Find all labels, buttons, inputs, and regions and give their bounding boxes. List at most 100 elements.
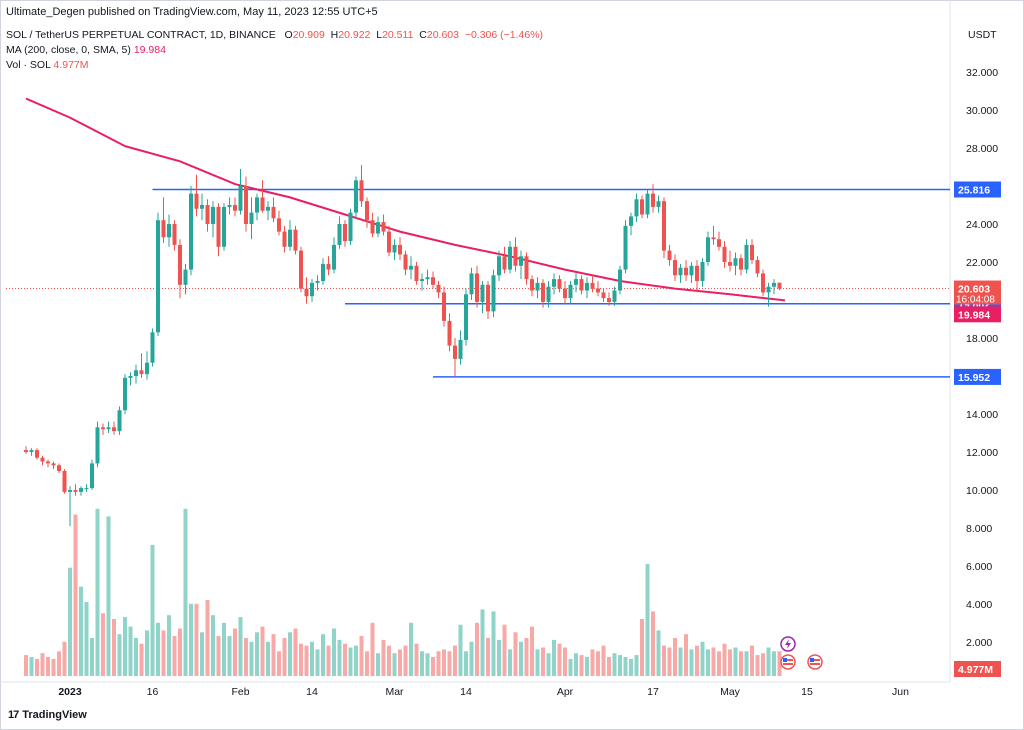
candle-body: [420, 279, 424, 281]
volume-bar: [469, 641, 474, 676]
volume-bar: [46, 657, 50, 676]
candle-body: [733, 258, 738, 266]
volume-bar: [183, 508, 188, 676]
candle-body: [656, 201, 661, 207]
flag-stripe: [783, 659, 793, 661]
volume-bar: [640, 619, 644, 676]
volume-bar: [62, 641, 67, 676]
volume-bar: [717, 651, 721, 676]
candle-body: [739, 258, 743, 270]
candle-body: [84, 488, 89, 490]
candle-body: [326, 263, 331, 270]
volume-bar: [178, 628, 182, 676]
legend-ma-row: MA (200, close, 0, SMA, 5) 19.984: [6, 43, 543, 58]
volume-bar: [150, 544, 155, 676]
candle-body: [40, 457, 45, 462]
candle-body: [211, 206, 215, 224]
price-tick-label: 14.000: [966, 409, 998, 421]
volume-bar: [117, 634, 122, 676]
volume-bar: [733, 647, 738, 676]
flag-stripe: [810, 659, 820, 661]
candle-body: [282, 231, 287, 247]
chart-legend: SOL / TetherUS PERPETUAL CONTRACT, 1D, B…: [6, 28, 543, 73]
candle-body: [178, 244, 182, 285]
volume-bar: [574, 653, 578, 676]
tradingview-logo-mark: 17: [8, 709, 19, 721]
candle-body: [227, 205, 232, 207]
candle-body: [530, 279, 534, 291]
tradingview-logo[interactable]: 17 TradingView: [8, 709, 87, 721]
candle-body: [458, 339, 463, 359]
volume-bar: [414, 643, 419, 676]
candle-body: [662, 201, 666, 251]
volume-bar: [348, 647, 353, 676]
candle-body: [486, 284, 490, 312]
candle-body: [409, 265, 413, 270]
volume-bar: [700, 641, 705, 676]
volume-bar: [557, 643, 562, 676]
candle-body: [266, 206, 270, 211]
candle-body: [381, 222, 386, 232]
volume-bar: [656, 630, 661, 676]
volume-bar: [629, 658, 633, 676]
price-tick-label: 30.000: [966, 105, 998, 117]
volume-bar: [761, 653, 765, 676]
last-price-box: [954, 280, 1001, 305]
candle-body: [623, 225, 628, 270]
time-tick-label: 17: [647, 686, 659, 698]
publish-caption: Ultimate_Degen published on TradingView.…: [6, 6, 378, 18]
candle-body: [524, 256, 529, 280]
volume-bar: [337, 639, 342, 676]
candle-body: [629, 216, 633, 226]
volume-bar: [200, 632, 204, 676]
candle-body: [112, 427, 116, 432]
legend-symbol-row: SOL / TetherUS PERPETUAL CONTRACT, 1D, B…: [6, 28, 543, 43]
flag-stripe: [810, 663, 820, 665]
volume-bar: [524, 638, 529, 676]
volume-bar: [293, 628, 298, 676]
candle-body: [62, 471, 67, 492]
volume-bar: [728, 649, 732, 676]
candle-body: [557, 279, 562, 289]
volume-bar: [464, 651, 468, 676]
candle-body: [134, 370, 138, 376]
candle-body: [387, 231, 391, 253]
candle-body: [244, 186, 248, 224]
price-tick-label: 12.000: [966, 447, 998, 459]
candle-body: [343, 224, 347, 242]
ma200-line: [25, 97, 786, 302]
ma-label[interactable]: MA (200, close, 0, SMA, 5): [6, 44, 131, 56]
candle-body: [700, 262, 705, 281]
volume-bar: [623, 657, 628, 676]
volume-bar: [475, 622, 479, 676]
candle-body: [271, 206, 276, 219]
volume-label[interactable]: Vol · SOL: [6, 59, 51, 71]
volume-bar: [662, 645, 666, 676]
volume-bar: [79, 586, 83, 676]
candle-body: [585, 282, 589, 291]
candle-body: [90, 463, 94, 489]
volume-bar: [497, 639, 501, 676]
candle-body: [579, 279, 584, 291]
volume-bar: [321, 634, 325, 676]
candle-body: [431, 277, 435, 285]
volume-bar: [689, 649, 694, 676]
candle-body: [95, 427, 100, 464]
symbol-name[interactable]: SOL / TetherUS PERPETUAL CONTRACT, 1D, B…: [6, 29, 276, 41]
candle-body: [73, 490, 78, 492]
countdown-label: 16:04:08: [956, 295, 995, 306]
level-label: 15.952: [958, 372, 990, 384]
volume-bar: [233, 628, 237, 676]
level-label-box: [954, 181, 1001, 198]
price-tick-label: 32.000: [966, 67, 998, 79]
volume-bar: [106, 516, 111, 676]
volume-bar: [288, 632, 292, 676]
volume-bar: [568, 658, 573, 676]
candle-body: [299, 250, 303, 289]
close-label: C: [419, 29, 427, 41]
time-tick-label: 16: [147, 686, 159, 698]
time-tick-label: 14: [306, 686, 318, 698]
volume-bar: [139, 643, 144, 676]
candle-body: [425, 277, 430, 280]
